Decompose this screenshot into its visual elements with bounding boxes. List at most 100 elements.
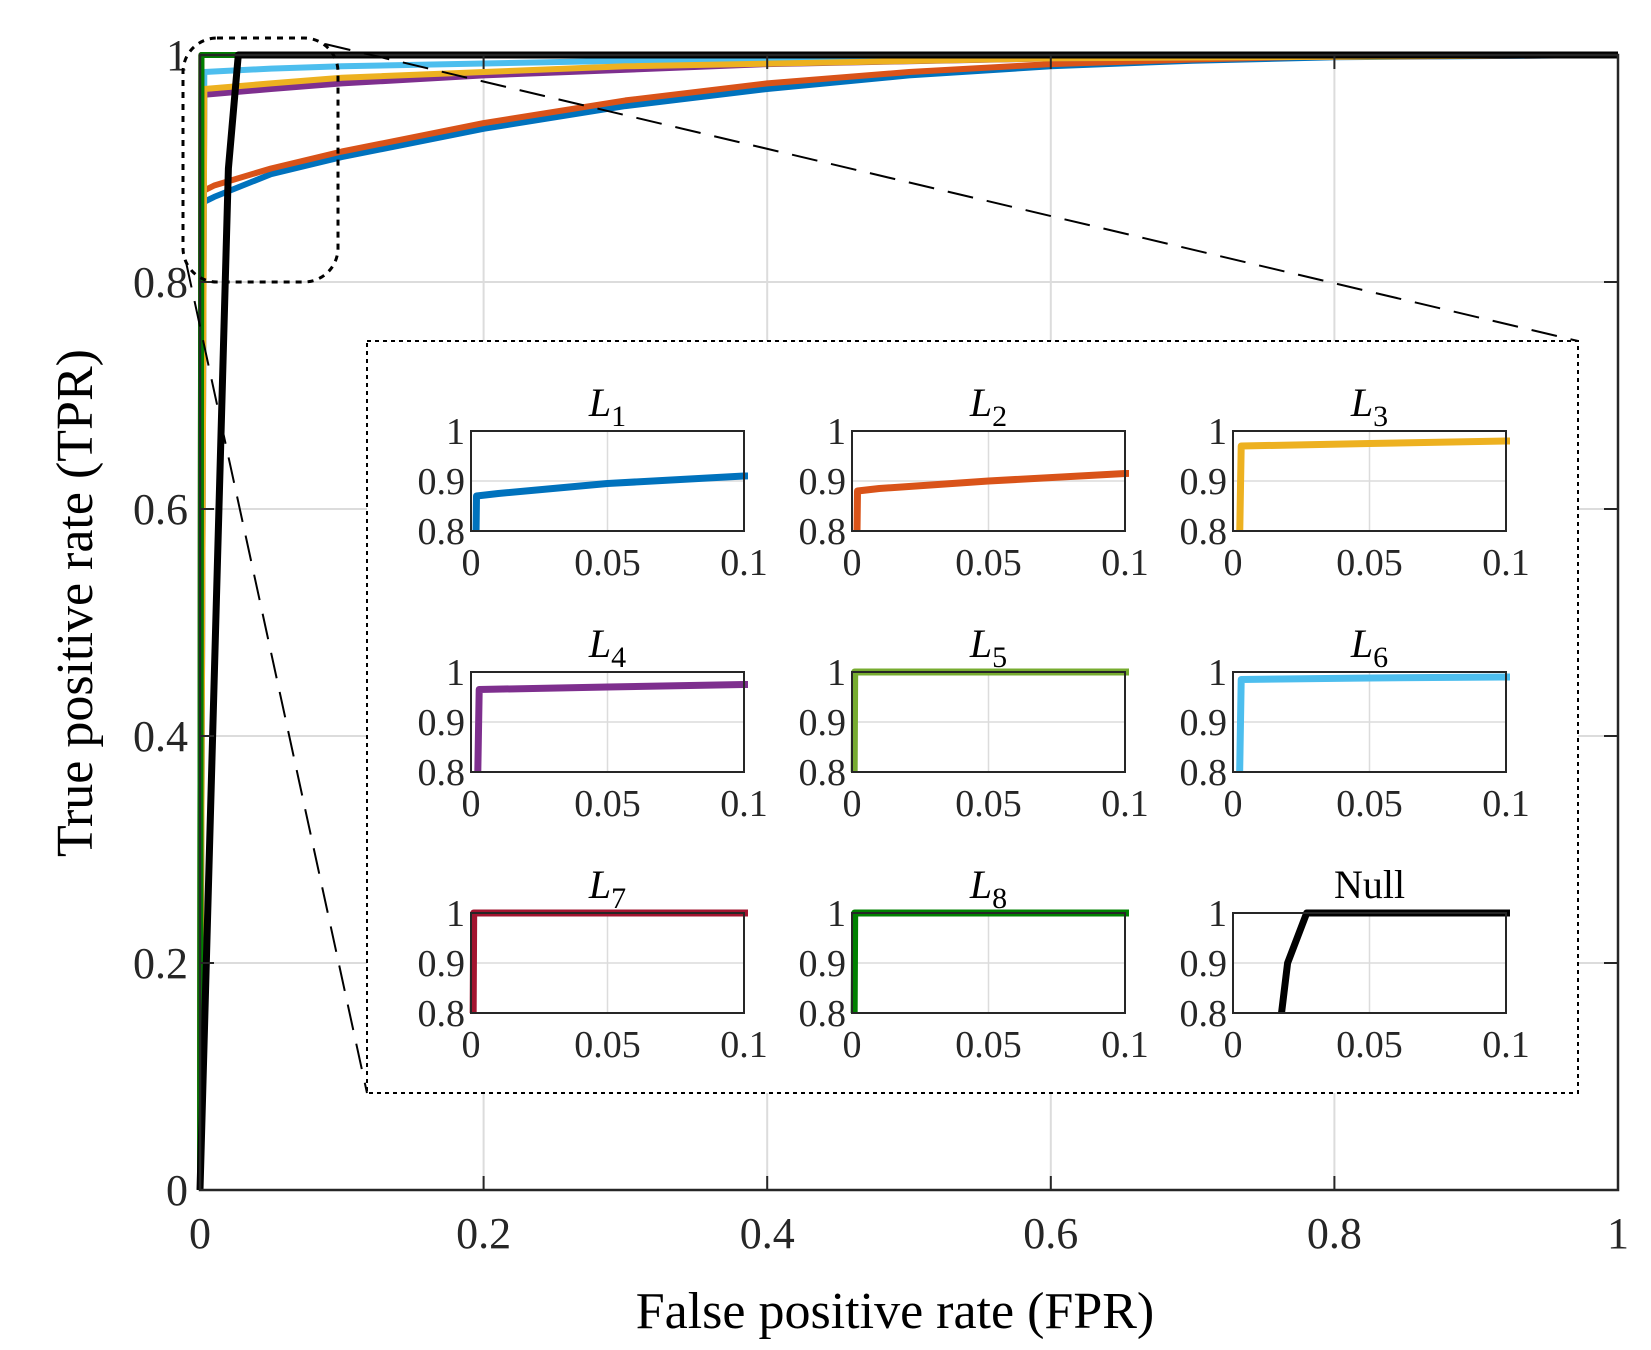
- inset-title-l1: L1: [588, 380, 626, 433]
- inset-title-subscript: 6: [1373, 641, 1388, 674]
- inset-x-tick-label: 0.05: [574, 542, 641, 584]
- inset-y-tick-label: 1: [446, 411, 465, 453]
- y-axis-label: True positive rate (TPR): [47, 349, 104, 857]
- x-tick-label: 1: [1607, 1209, 1629, 1258]
- inset-y-tick-label: 0.8: [418, 511, 466, 553]
- inset-axes-box: [470, 430, 745, 532]
- inset-title-l4: L4: [588, 621, 626, 674]
- inset-x-tick-label: 0: [462, 1024, 481, 1066]
- inset-title-base: L: [588, 621, 611, 666]
- y-tick-label: 0.8: [133, 258, 188, 307]
- inset-axes-box: [1232, 430, 1507, 532]
- inset-y-tick-label: 1: [827, 652, 846, 694]
- inset-title-subscript: 5: [992, 641, 1007, 674]
- inset-y-tick-label: 0.9: [1180, 461, 1228, 503]
- inset-title-base: L: [969, 380, 992, 425]
- inset-x-tick-label: 0.1: [1101, 1024, 1149, 1066]
- inset-x-tick-label: 0.1: [1482, 542, 1530, 584]
- inset-series-line-null: [1278, 909, 1510, 1013]
- inset-panel-l8: 0 0.05 0.1 0.8 0.9 1 L8: [799, 862, 1149, 1066]
- x-tick-label: 0.6: [1023, 1209, 1078, 1258]
- inset-title-base: L: [588, 380, 611, 425]
- inset-x-tick-label: 0.05: [574, 1024, 641, 1066]
- inset-x-tick-label: 0.1: [720, 783, 768, 825]
- inset-y-tick-label: 0.8: [418, 993, 466, 1035]
- inset-x-tick-label: 0: [462, 783, 481, 825]
- inset-title-l7: L7: [588, 862, 626, 915]
- inset-title-l3: L3: [1350, 380, 1388, 433]
- zoom-connector-upper: [324, 43, 1579, 342]
- inset-axes-box: [1232, 671, 1507, 773]
- inset-x-tick-label: 0.1: [1101, 542, 1149, 584]
- inset-y-tick-label: 1: [1208, 652, 1227, 694]
- inset-y-tick-label: 0.8: [1180, 993, 1228, 1035]
- inset-title-l5: L5: [969, 621, 1007, 674]
- inset-x-tick-label: 0: [843, 1024, 862, 1066]
- inset-x-tick-label: 0: [1224, 1024, 1243, 1066]
- main-tick-labels: 0 0.2 0.4 0.6 0.8 1 0 0.2 0.4 0.6 0.8 1: [133, 31, 1629, 1258]
- inset-title-base: L: [1350, 380, 1373, 425]
- x-axis-label: False positive rate (FPR): [636, 1283, 1155, 1340]
- inset-x-tick-label: 0.05: [955, 542, 1022, 584]
- inset-series-line-l4: [474, 680, 748, 772]
- inset-axes-box: [851, 430, 1126, 532]
- inset-y-tick-label: 0.8: [799, 752, 847, 794]
- inset-title-subscript: 3: [1373, 400, 1388, 433]
- inset-title-l6: L6: [1350, 621, 1388, 674]
- inset-x-tick-label: 0.1: [1482, 1024, 1530, 1066]
- inset-axes-box: [470, 671, 745, 773]
- inset-y-tick-label: 0.8: [799, 511, 847, 553]
- inset-x-tick-label: 0: [843, 542, 862, 584]
- inset-panel-l3: 0 0.05 0.1 0.8 0.9 1 L3: [1180, 380, 1530, 584]
- inset-x-tick-label: 0: [1224, 783, 1243, 825]
- y-tick-label: 0.2: [133, 939, 188, 988]
- inset-panel-l6: 0 0.05 0.1 0.8 0.9 1 L6: [1180, 621, 1530, 825]
- y-tick-label: 0: [166, 1166, 188, 1215]
- inset-axes-box: [1232, 912, 1507, 1014]
- inset-y-tick-label: 0.9: [418, 461, 466, 503]
- inset-series-line-l2: [853, 469, 1129, 531]
- inset-y-tick-label: 0.9: [418, 702, 466, 744]
- inset-series-line-l1: [472, 472, 748, 531]
- inset-y-tick-label: 1: [1208, 893, 1227, 935]
- x-tick-label: 0.2: [456, 1209, 511, 1258]
- inset-y-tick-label: 0.9: [418, 943, 466, 985]
- inset-y-tick-label: 0.9: [799, 702, 847, 744]
- inset-box: [366, 340, 1579, 1094]
- inset-title-base: L: [1350, 621, 1373, 666]
- inset-panel-l4: 0 0.05 0.1 0.8 0.9 1 L4: [418, 621, 768, 825]
- inset-title-subscript: 2: [992, 400, 1007, 433]
- y-tick-label: 1: [166, 31, 188, 80]
- inset-title-l2: L2: [969, 380, 1007, 433]
- inset-title-base: L: [969, 621, 992, 666]
- inset-x-tick-label: 0.1: [720, 1024, 768, 1066]
- inset-x-tick-label: 0.05: [1336, 542, 1403, 584]
- inset-x-tick-label: 0.1: [1482, 783, 1530, 825]
- inset-y-tick-label: 1: [1208, 411, 1227, 453]
- inset-y-tick-label: 1: [446, 893, 465, 935]
- inset-title-subscript: 4: [611, 641, 626, 674]
- inset-title-subscript: 1: [611, 400, 626, 433]
- inset-y-tick-label: 0.9: [799, 943, 847, 985]
- inset-y-tick-label: 0.8: [1180, 511, 1228, 553]
- inset-y-tick-label: 0.8: [418, 752, 466, 794]
- inset-y-tick-label: 1: [446, 652, 465, 694]
- inset-title-null: Null: [1334, 862, 1405, 907]
- inset-x-tick-label: 0.05: [574, 783, 641, 825]
- inset-y-tick-label: 1: [827, 893, 846, 935]
- inset-title-base: Null: [1334, 862, 1405, 907]
- y-tick-label: 0.4: [133, 712, 188, 761]
- inset-panel-l5: 0 0.05 0.1 0.8 0.9 1 L5: [799, 621, 1149, 825]
- inset-y-tick-label: 0.8: [1180, 752, 1228, 794]
- inset-x-tick-label: 0.05: [1336, 783, 1403, 825]
- inset-y-tick-label: 1: [827, 411, 846, 453]
- inset-x-tick-label: 0: [1224, 542, 1243, 584]
- inset-y-tick-label: 0.9: [1180, 702, 1228, 744]
- inset-panel-l2: 0 0.05 0.1 0.8 0.9 1 L2: [799, 380, 1149, 584]
- inset-title-subscript: 8: [992, 882, 1007, 915]
- main-axes-frame: [198, 53, 1620, 1192]
- inset-title-base: L: [588, 862, 611, 907]
